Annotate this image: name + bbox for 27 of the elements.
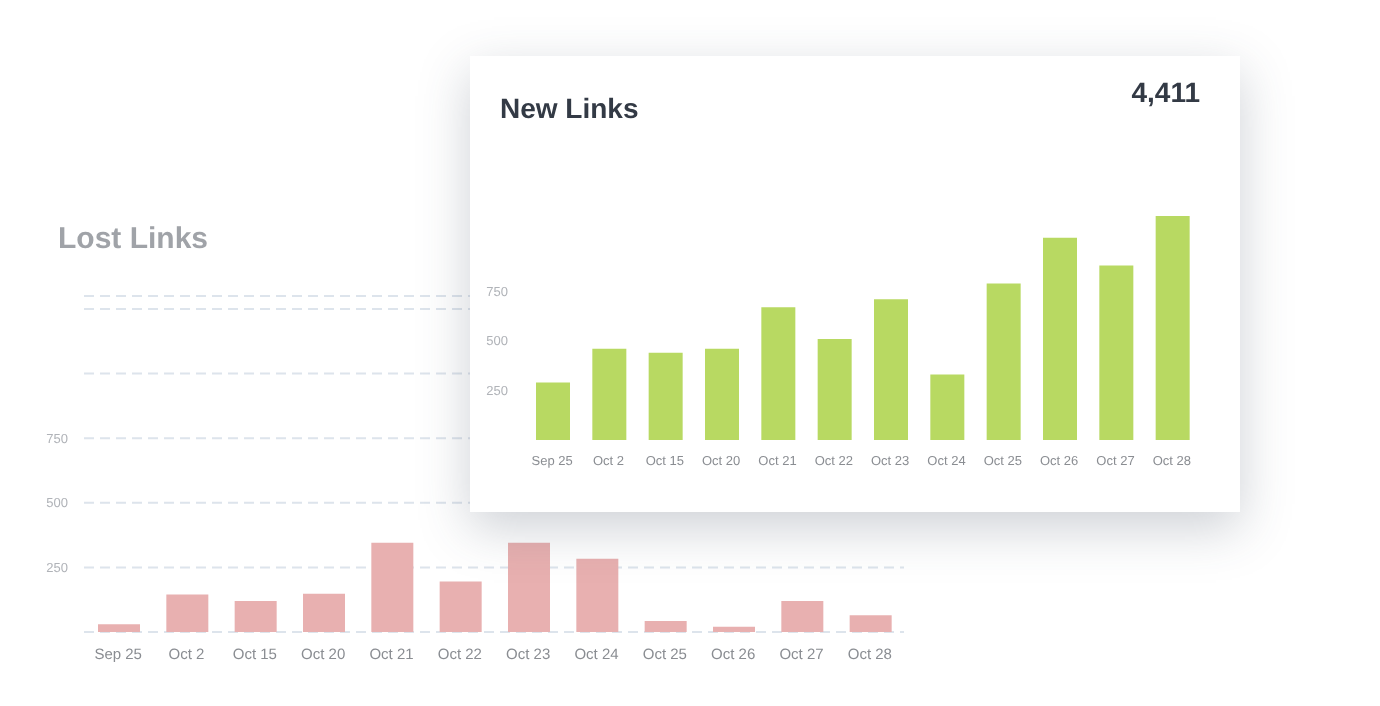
bar xyxy=(371,542,414,632)
bar xyxy=(98,624,140,632)
bar xyxy=(761,307,796,440)
bar xyxy=(1099,265,1134,440)
bar xyxy=(986,283,1021,440)
bar xyxy=(508,542,550,632)
bar xyxy=(303,593,345,632)
bar xyxy=(536,382,570,440)
bar xyxy=(234,600,277,632)
bar xyxy=(713,626,755,632)
bar xyxy=(849,615,892,632)
bar xyxy=(817,338,852,440)
bar xyxy=(166,594,209,632)
bar xyxy=(874,299,908,440)
bar xyxy=(576,558,619,632)
chart-title: Lost Links xyxy=(58,222,209,256)
bar xyxy=(1155,216,1190,440)
bar xyxy=(648,352,683,440)
bar xyxy=(1043,237,1077,440)
bar xyxy=(644,620,687,632)
bar xyxy=(930,374,965,440)
bar xyxy=(439,581,482,632)
bar xyxy=(705,348,739,440)
bar xyxy=(592,348,627,440)
text: 4,411 xyxy=(1131,76,1200,108)
bar xyxy=(781,600,824,632)
chart-title: New Links xyxy=(500,92,639,124)
